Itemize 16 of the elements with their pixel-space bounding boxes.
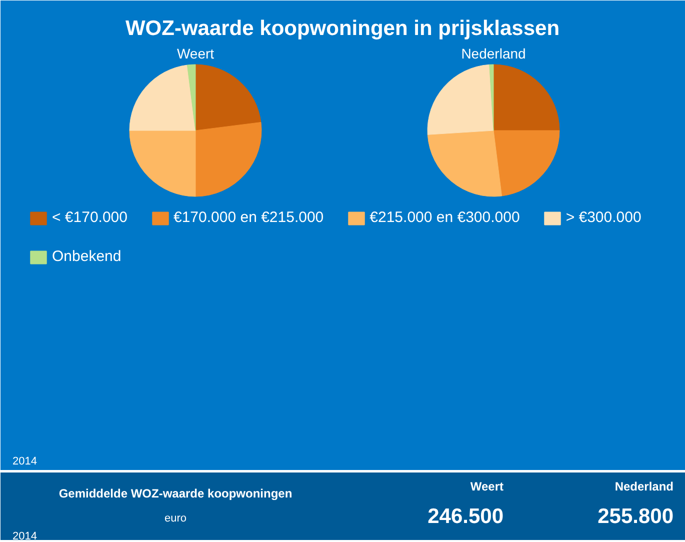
slice-label: Weert bbox=[176, 46, 214, 62]
text: 246.500 bbox=[428, 505, 504, 528]
category-label: Weert bbox=[470, 480, 504, 494]
slice-label: Nederland bbox=[461, 46, 526, 62]
legend-label: €215.000 en €300.000 bbox=[370, 209, 520, 226]
text: Gemiddelde WOZ-waarde koopwoningen bbox=[58, 486, 292, 500]
legend-label: Onbekend bbox=[52, 248, 122, 265]
text: euro bbox=[164, 512, 187, 524]
legend-label: €170.000 en €215.000 bbox=[174, 209, 324, 226]
text: 2014 bbox=[12, 456, 37, 468]
legend-label: < €170.000 bbox=[52, 209, 128, 226]
legend-label: > €300.000 bbox=[566, 209, 642, 226]
text: 2014 bbox=[12, 530, 37, 542]
chart-title: WOZ-waarde koopwoningen in prijsklassen bbox=[125, 17, 560, 40]
category-label: Nederland bbox=[614, 480, 674, 494]
text: 255.800 bbox=[598, 505, 674, 528]
